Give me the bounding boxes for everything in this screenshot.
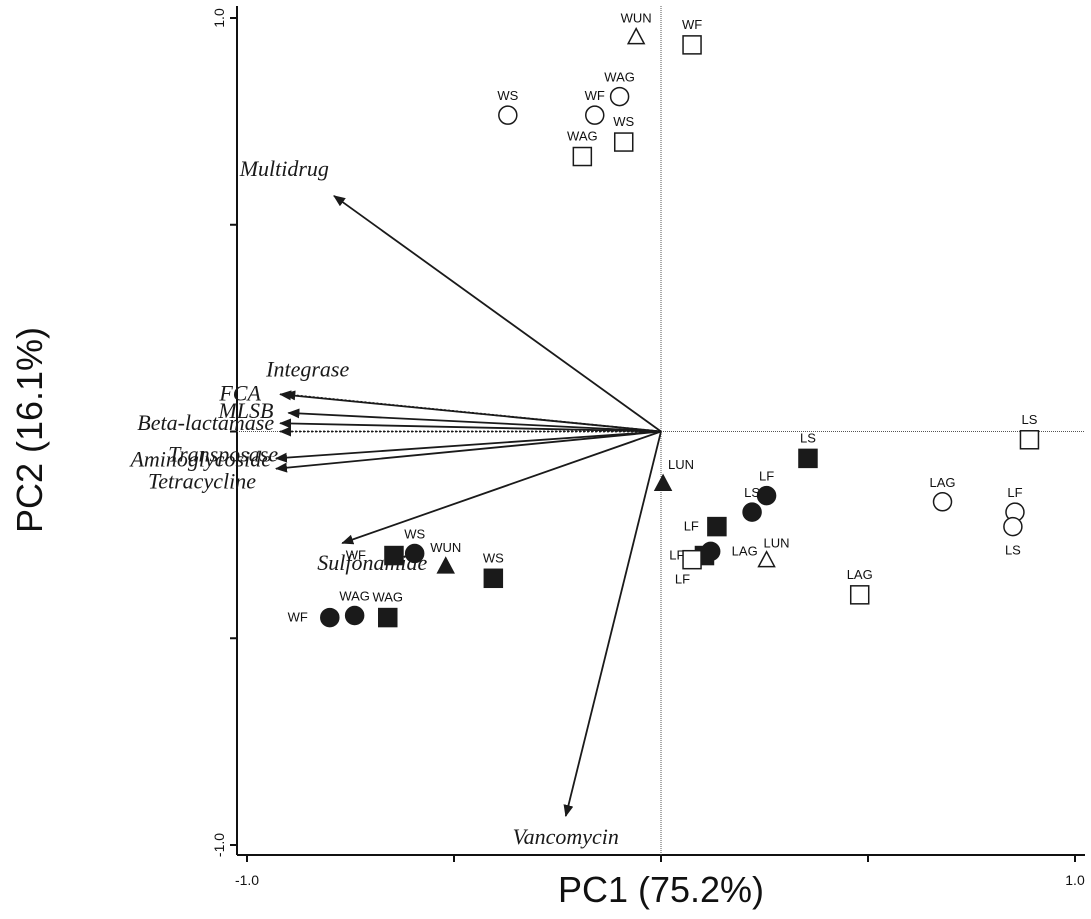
loading-label: Aminoglycoside [128,446,271,471]
loading-label: Vancomycin [513,824,619,849]
point-label: WAG [372,590,403,605]
point-label: WS [483,550,504,565]
point-label: WF [346,548,366,563]
y-axis-title: PC2 (16.1%) [9,327,50,533]
point-label: LUN [668,457,694,472]
loading-arrow-sulfonamide [341,430,662,545]
x-axis-title: PC1 (75.2%) [558,869,764,910]
point-lun [757,550,776,568]
point-wf [585,105,605,125]
point-label: LF [1007,485,1022,500]
point-ls [1003,516,1023,537]
loading-arrow-tetracycline [274,430,662,473]
point-wag [609,86,630,107]
loading-arrow-beta-lactamase [279,418,662,433]
loading-arrow-vancomycin [563,431,662,818]
point-label: LS [744,485,760,500]
point-label: LAG [732,543,758,558]
point-label: LAG [930,475,956,490]
point-label: WUN [430,540,461,555]
x-tick-label: -1.0 [235,872,259,888]
y-tick-label: -1.0 [211,833,227,857]
point-label: WAG [567,129,598,144]
loading-arrow-multidrug [333,195,662,433]
point-label: LF [675,572,690,587]
loading-arrow-mlsb [287,408,662,433]
point-wag [572,146,593,167]
point-label: WF [682,17,702,32]
point-label: LF [669,548,684,563]
point-label: WAG [339,589,370,604]
point-label: LS [800,430,816,445]
point-ws [498,105,518,125]
sample-points: WUN WFWAGWFWSWSWAGLSLSLUNLFLSLAGLFLSLFLAG… [288,11,1040,628]
point-label: WS [404,526,425,541]
point-wf [384,545,404,566]
point-label: WS [497,88,518,103]
point-label: LAG [847,567,873,582]
point-label: LUN [764,536,790,551]
point-wag [344,605,365,626]
point-ws [483,568,504,589]
point-label: LF [684,519,699,534]
loading-label: Tetracycline [148,469,256,494]
loading-arrow-fca [279,390,662,433]
point-ls [798,448,818,469]
point-lf [707,516,727,537]
point-label: LF [759,469,774,484]
loading-label: Integrase [265,356,349,381]
point-label: WS [613,114,634,129]
point-ws [613,132,634,152]
loading-arrow-aminoglycoside [274,430,662,463]
point-wun [436,556,455,574]
point-label: LS [1005,543,1021,558]
x-tick-label: 1.0 [1065,872,1085,888]
loading-label: MLSB [217,398,273,423]
point-wun [626,27,646,45]
loading-label: Multidrug [239,156,329,181]
point-ws [404,543,425,564]
point-label: WF [585,88,605,103]
loading-label: FCA [218,380,261,405]
point-lf [756,485,777,506]
loading-label: Transposase [168,442,278,467]
point-lag [849,585,870,605]
point-wf [320,607,340,628]
loading-label: Beta-lactamase [137,410,274,435]
y-tick-label: 1.0 [211,8,227,28]
point-lag [932,492,953,512]
point-wag [378,607,398,628]
point-label: WUN [621,11,652,26]
point-label: WAG [604,70,635,85]
point-label: WF [288,610,308,625]
point-ls [742,502,762,522]
point-lf [682,549,702,570]
point-label: LS [1022,412,1038,427]
point-ls [1019,430,1040,450]
point-lun [653,473,673,491]
point-wf [682,35,702,55]
axis-ticks: -1.0 1.0 1.0 -1.0 [211,8,1085,888]
